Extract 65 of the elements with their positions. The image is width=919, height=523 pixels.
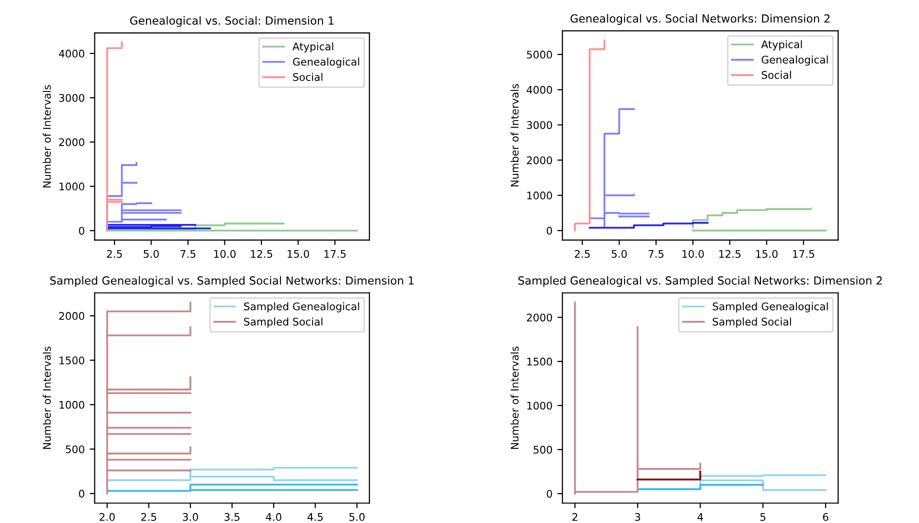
x-tick-label: 5.0 (612, 250, 627, 258)
x-tick-label: 12.5 (719, 250, 740, 258)
y-tick-label: 3000 (526, 121, 552, 129)
y-tick-label: 1500 (527, 358, 552, 366)
x-tick-label: 15.0 (288, 250, 310, 258)
y-tick-label: 2000 (59, 138, 84, 146)
x-tick-label: 12.5 (250, 250, 272, 258)
legend-label: Social (293, 72, 322, 81)
legend-label: Atypical (292, 42, 334, 52)
legend-label: Sampled Social (244, 318, 322, 328)
legend-label: Sampled Social (712, 318, 792, 328)
y-tick-label: 0 (78, 226, 84, 235)
legend-label: Sampled Genealogical (712, 302, 828, 312)
chart-title: Genealogical vs. Social Networks: Dimension 2 (570, 14, 830, 25)
chart-title: Genealogical vs. Social: Dimension 1 (130, 16, 334, 27)
x-tick-label: 4 (697, 513, 704, 521)
chart-title: Sampled Genealogical vs. Sampled Social Networks: Dimension 1 (50, 276, 414, 287)
x-tick-label: 7.5 (180, 250, 196, 258)
y-tick-label: 0 (546, 226, 552, 235)
y-tick-label: 4000 (526, 86, 552, 94)
y-tick-label: 0 (546, 490, 552, 498)
y-tick-label: 1500 (60, 356, 84, 364)
x-tick-label: 10.0 (214, 250, 236, 258)
x-tick-label: 4.5 (308, 513, 323, 521)
y-tick-label: 500 (66, 445, 84, 454)
y-tick-label: 2000 (526, 156, 552, 164)
y-tick-label: 0 (78, 490, 84, 498)
x-tick-label: 3 (635, 513, 640, 521)
x-tick-label: 15.0 (756, 250, 778, 258)
legend-label: Atypical (761, 40, 802, 50)
x-tick-label: 5.0 (349, 513, 365, 521)
y-axis-title: Number of Intervals (42, 346, 51, 449)
x-tick-label: 2.0 (100, 513, 115, 521)
x-tick-label: 2.5 (141, 513, 156, 521)
x-tick-label: 3.5 (224, 513, 240, 521)
y-tick-label: 500 (534, 446, 552, 454)
x-tick-label: 7.5 (648, 250, 664, 258)
y-tick-label: 2000 (59, 312, 84, 320)
x-tick-label: 5 (760, 513, 766, 521)
x-tick-label: 3.0 (182, 513, 198, 521)
y-axis-title: Number of Intervals (510, 346, 519, 449)
chart-title: Sampled Genealogical vs. Sampled Social Networks: Dimension 2 (518, 276, 882, 287)
y-tick-label: 1000 (60, 182, 84, 190)
y-tick-label: 1000 (527, 192, 552, 200)
x-tick-label: 10.0 (682, 250, 704, 258)
x-tick-label: 6 (823, 513, 828, 521)
y-tick-label: 3000 (59, 94, 84, 102)
legend-label: Genealogical (762, 56, 828, 66)
legend-label: Sampled Genealogical (244, 302, 360, 312)
x-tick-label: 2.5 (574, 250, 590, 258)
y-tick-label: 1000 (527, 402, 552, 410)
y-tick-label: 5000 (527, 50, 552, 59)
y-tick-label: 2000 (526, 314, 552, 322)
x-tick-label: 17.5 (793, 250, 814, 258)
y-tick-label: 4000 (58, 50, 84, 58)
legend-label: Social (762, 70, 792, 79)
y-axis-title: Number of Intervals (510, 84, 519, 186)
legend-label: Genealogical (292, 58, 360, 68)
x-tick-label: 2 (572, 513, 578, 521)
x-tick-label: 4.0 (266, 513, 282, 521)
x-tick-label: 2.5 (106, 250, 122, 258)
y-tick-label: 1000 (60, 400, 84, 409)
y-axis-title: Number of Intervals (42, 85, 51, 188)
x-tick-label: 5.0 (144, 250, 159, 258)
x-tick-label: 17.5 (324, 250, 346, 258)
